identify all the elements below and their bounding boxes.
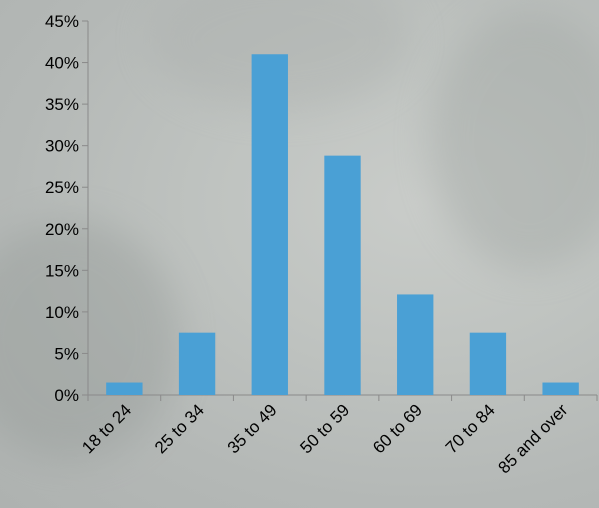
background-blur-right — [430, 10, 599, 270]
y-tick-label: 35% — [45, 95, 79, 114]
background-blur-left — [0, 220, 180, 460]
x-tick-label: 18 to 24 — [78, 400, 135, 457]
y-tick-label: 20% — [45, 220, 79, 239]
bar — [469, 332, 507, 395]
y-tick-label: 5% — [54, 344, 79, 363]
x-tick-label: 85 and over — [495, 400, 572, 477]
bar — [397, 294, 434, 395]
y-tick-label: 10% — [45, 303, 79, 322]
x-tick-labels: 18 to 24 25 to 34 35 to 49 50 to 59 60 to 69… — [78, 400, 571, 477]
bar — [178, 332, 216, 395]
bar — [542, 382, 579, 395]
y-tick-label: 45% — [45, 12, 79, 31]
bar — [324, 155, 361, 395]
x-tick-label: 50 to 59 — [296, 400, 353, 457]
y-tick-label: 25% — [45, 178, 79, 197]
bars — [106, 54, 579, 395]
x-tick-label: 60 to 69 — [369, 400, 426, 457]
x-tick-label: 35 to 49 — [224, 400, 281, 457]
y-tick-label: 30% — [45, 137, 79, 156]
bar — [251, 54, 288, 395]
y-tick-label: 15% — [45, 261, 79, 280]
x-tick-label: 70 to 84 — [442, 400, 499, 457]
y-tick-labels: 0% 5% 10% 15% 20% 25% 30% 35% 40% 45% — [45, 12, 79, 405]
bar — [106, 382, 143, 395]
y-tick-label: 0% — [54, 386, 79, 405]
x-tick-label: 25 to 34 — [151, 400, 208, 457]
y-tick-label: 40% — [45, 54, 79, 73]
